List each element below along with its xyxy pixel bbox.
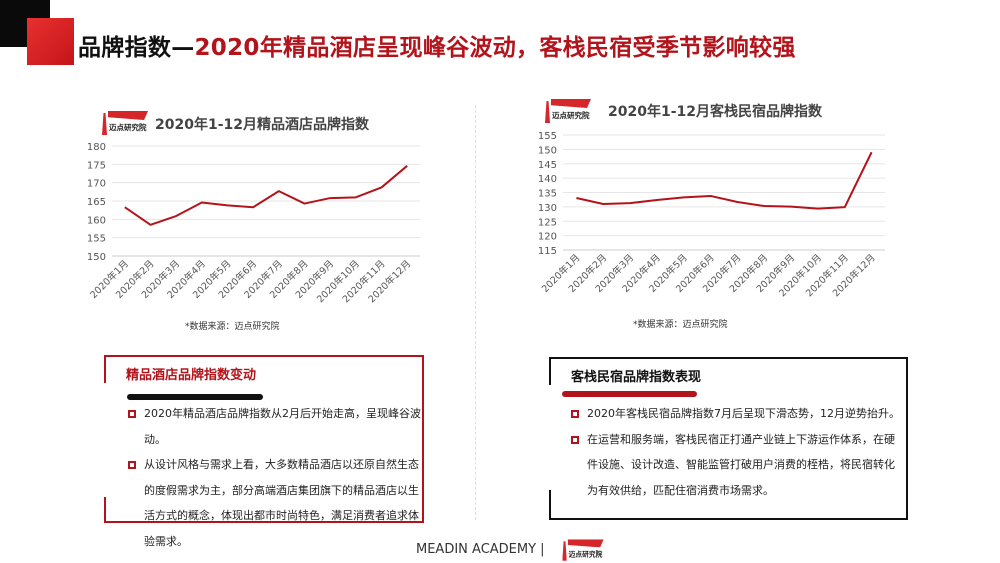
square-bullet-icon [128, 461, 136, 469]
y-tick-label: 150 [87, 252, 106, 263]
y-tick-label: 145 [538, 160, 557, 171]
y-tick-label: 180 [87, 142, 106, 153]
y-tick-label: 170 [87, 179, 106, 190]
footer-logo: 迈点研究院 [561, 539, 606, 562]
series-line [576, 152, 871, 208]
chart1-source: *数据来源：迈点研究院 [185, 319, 280, 332]
box-title: 精品酒店品牌指数变动 [126, 364, 256, 383]
y-tick-label: 160 [87, 215, 106, 226]
title-underline [562, 391, 697, 397]
y-tick-label: 165 [87, 197, 106, 208]
bullet-item: 在运营和服务端，客栈民宿正打通产业链上下游运作体系，在硬件设施、设计改造、智能监… [571, 427, 903, 504]
title-underline [127, 394, 263, 400]
y-tick-label: 155 [87, 234, 106, 245]
hotel-summary-box: 精品酒店品牌指数变动 2020年精品酒店品牌指数从2月后开始走高，呈现峰谷波动。… [104, 355, 424, 523]
footer-brand: MEADIN ACADEMY | [416, 542, 545, 557]
chart2-source: *数据来源：迈点研究院 [633, 317, 728, 330]
square-bullet-icon [571, 436, 579, 444]
y-tick-label: 120 [538, 232, 557, 243]
box-title: 客栈民宿品牌指数表现 [571, 366, 701, 385]
bullet-item: 从设计风格与需求上看，大多数精品酒店以还原自然生态的度假需求为主，部分高端酒店集… [128, 452, 424, 554]
y-tick-label: 150 [538, 145, 557, 156]
bullet-item: 2020年客栈民宿品牌指数7月后呈现下滑态势，12月逆势抬升。 [571, 401, 903, 427]
y-tick-label: 130 [538, 203, 557, 214]
bullet-item: 2020年精品酒店品牌指数从2月后开始走高，呈现峰谷波动。 [128, 401, 424, 452]
square-bullet-icon [128, 410, 136, 418]
series-line [125, 166, 407, 225]
y-tick-label: 125 [538, 217, 557, 228]
square-bullet-icon [571, 410, 579, 418]
y-tick-label: 155 [538, 131, 557, 142]
y-tick-label: 175 [87, 160, 106, 171]
y-tick-label: 115 [538, 246, 557, 257]
y-tick-label: 135 [538, 189, 557, 200]
y-tick-label: 140 [538, 174, 557, 185]
homestay-summary-box: 客栈民宿品牌指数表现 2020年客栈民宿品牌指数7月后呈现下滑态势，12月逆势抬… [549, 357, 908, 520]
